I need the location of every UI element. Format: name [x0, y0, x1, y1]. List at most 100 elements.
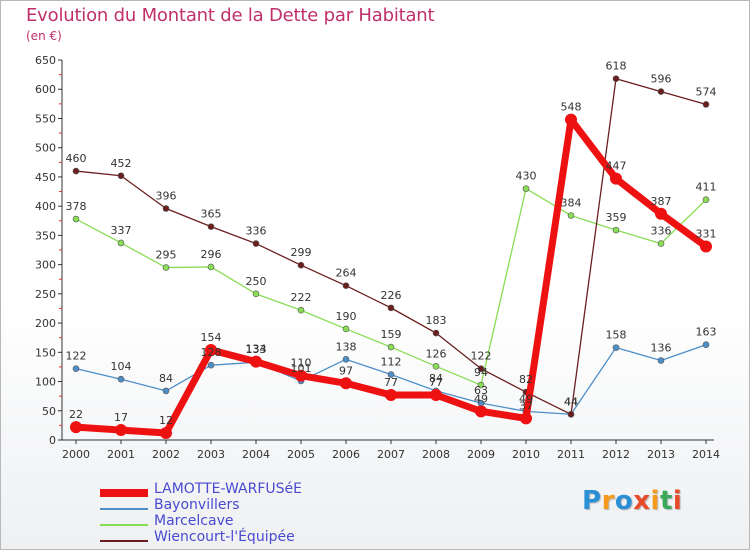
- data-label: 49: [519, 392, 533, 405]
- data-point: [522, 185, 530, 192]
- data-label: 112: [381, 356, 402, 369]
- data-point: [70, 421, 82, 434]
- data-label: 12: [159, 414, 173, 427]
- data-label: 84: [159, 372, 173, 385]
- data-label: 222: [291, 291, 312, 304]
- data-label: 122: [471, 350, 492, 363]
- y-tick-label: 200: [35, 317, 56, 330]
- data-point: [205, 343, 217, 356]
- legend-swatch-lamotte: [100, 489, 148, 497]
- logo-letter: t: [659, 486, 673, 516]
- data-label: 133: [246, 343, 267, 356]
- legend-label-marcelcave: Marcelcave: [154, 513, 234, 529]
- data-point: [475, 405, 487, 418]
- y-tick-label: 600: [35, 83, 56, 96]
- y-tick-label: 150: [35, 346, 56, 359]
- logo-letter: P: [582, 486, 602, 516]
- y-tick-label: 250: [35, 288, 56, 301]
- data-label: 128: [201, 346, 222, 359]
- data-label: 44: [564, 395, 578, 408]
- data-point: [702, 196, 710, 204]
- x-tick-label: 2003: [197, 448, 225, 461]
- data-point: [477, 381, 485, 389]
- data-point: [297, 261, 305, 269]
- x-tick-label: 2008: [422, 448, 450, 461]
- x-tick-label: 2005: [287, 448, 315, 461]
- data-point: [207, 263, 215, 271]
- data-point: [610, 172, 622, 185]
- data-point: [162, 205, 170, 212]
- data-label: 136: [651, 341, 672, 354]
- unit-label: (en €): [26, 29, 62, 43]
- x-tick-label: 2014: [692, 448, 720, 461]
- data-label: 264: [336, 267, 357, 280]
- x-tick-label: 2007: [377, 448, 405, 461]
- data-label: 365: [201, 208, 222, 221]
- data-label: 84: [429, 372, 443, 385]
- data-label: 378: [66, 200, 87, 213]
- data-label: 574: [696, 85, 717, 98]
- data-point: [342, 325, 350, 333]
- y-tick-label: 500: [35, 142, 56, 155]
- data-label: 77: [429, 376, 443, 389]
- x-tick-label: 2013: [647, 448, 675, 461]
- data-label: 104: [111, 360, 132, 373]
- data-label: 101: [291, 362, 312, 375]
- data-label: 331: [696, 227, 717, 240]
- logo-letter: x: [633, 486, 651, 516]
- data-label: 226: [381, 289, 402, 302]
- data-point: [252, 240, 260, 247]
- data-label: 336: [246, 225, 267, 238]
- data-point: [340, 377, 352, 390]
- data-label: 387: [651, 195, 672, 208]
- x-tick-label: 2000: [62, 448, 90, 461]
- logo-letter: i: [650, 486, 660, 516]
- data-point: [702, 101, 710, 108]
- data-label: 63: [474, 384, 488, 397]
- data-point: [72, 167, 80, 175]
- data-point: [162, 387, 170, 395]
- y-tick-label: 550: [35, 112, 56, 125]
- data-point: [72, 215, 80, 223]
- data-point: [117, 239, 125, 247]
- data-point: [430, 388, 442, 401]
- data-point: [162, 264, 170, 271]
- y-tick-label: 350: [35, 229, 56, 242]
- data-point: [520, 412, 532, 425]
- legend-item-bayonvillers: Bayonvillers: [100, 497, 360, 514]
- data-point: [117, 172, 125, 180]
- data-label: 337: [111, 224, 132, 237]
- logo-letter: i: [672, 486, 683, 516]
- data-label: 138: [336, 340, 357, 353]
- data-point: [207, 223, 215, 230]
- data-label: 447: [606, 160, 627, 173]
- data-label: 82: [519, 373, 533, 386]
- data-label: 299: [291, 246, 312, 259]
- data-label: 548: [561, 101, 582, 114]
- data-point: [387, 343, 395, 351]
- x-tick-label: 2006: [332, 448, 360, 461]
- x-tick-label: 2009: [467, 448, 495, 461]
- data-label: 159: [381, 328, 402, 341]
- data-point: [72, 365, 80, 372]
- legend-label-bayonvillers: Bayonvillers: [154, 497, 240, 513]
- y-tick-label: 400: [35, 200, 56, 213]
- data-point: [297, 306, 305, 314]
- data-point: [567, 410, 575, 418]
- legend-swatch-bayonvillers: [100, 508, 148, 510]
- data-label: 22: [69, 408, 83, 421]
- y-tick-label: 450: [35, 171, 56, 184]
- data-point: [612, 344, 620, 351]
- data-label: 336: [651, 225, 672, 238]
- data-label: 163: [696, 326, 717, 339]
- data-label: 411: [696, 181, 717, 194]
- data-point: [252, 290, 260, 298]
- data-label: 296: [201, 248, 222, 261]
- x-tick-label: 2011: [557, 448, 585, 461]
- data-label: 122: [66, 350, 87, 363]
- proxiti-logo: Proxiti: [582, 486, 682, 516]
- legend-item-lamotte: LAMOTTE-WARFUSéE: [100, 481, 360, 498]
- y-tick-label: 50: [42, 405, 56, 418]
